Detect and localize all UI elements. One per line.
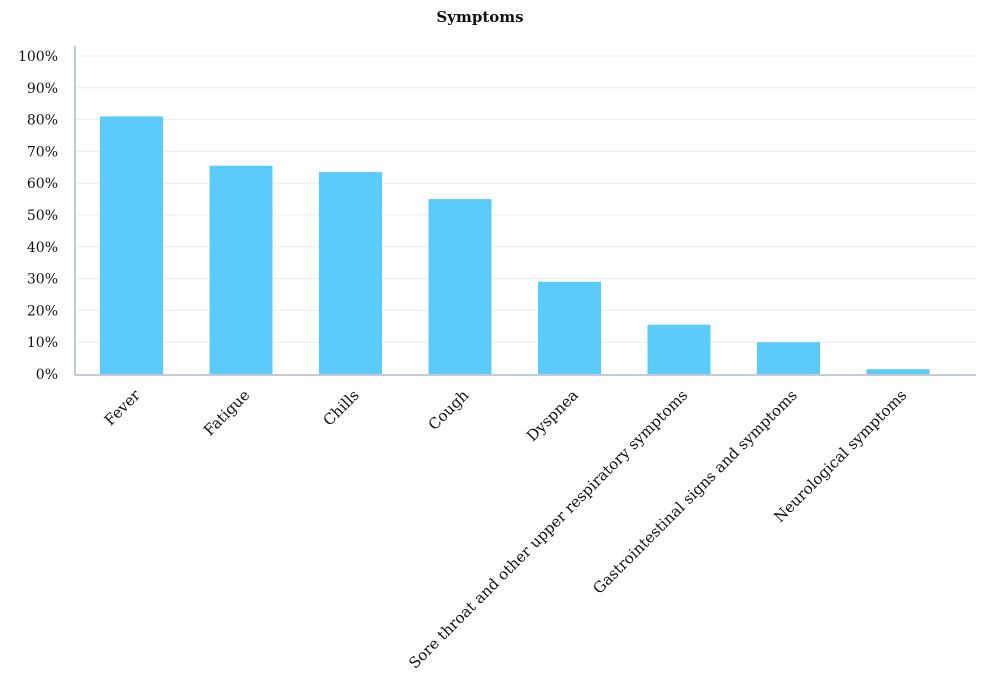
- y-tick-label: 70%: [27, 144, 58, 160]
- bar-3: [428, 199, 492, 374]
- bar-1: [209, 165, 273, 374]
- bar-4: [538, 281, 601, 374]
- x-tick-label: Cough: [425, 386, 473, 434]
- bars: [100, 116, 930, 375]
- bar-6: [757, 342, 820, 374]
- y-tick-label: 10%: [27, 335, 58, 351]
- x-tick-label: Chills: [320, 386, 363, 429]
- y-axis-ticks: 0% 10% 20% 30% 40% 50% 60% 70% 80% 90% 100%: [18, 49, 58, 383]
- y-tick-label: 30%: [27, 272, 58, 288]
- y-tick-label: 0%: [36, 367, 58, 383]
- axes: [74, 46, 976, 376]
- x-tick-label: Gastrointestinal signs and symptoms: [589, 386, 800, 597]
- y-tick-label: 40%: [27, 240, 58, 256]
- y-tick-label: 80%: [27, 113, 58, 129]
- bar-7: [866, 369, 930, 374]
- x-tick-label: Fever: [101, 386, 145, 430]
- y-tick-label: 90%: [27, 81, 58, 97]
- y-tick-label: 100%: [18, 49, 58, 65]
- x-tick-label: Fatigue: [200, 386, 253, 439]
- bar-2: [319, 172, 382, 374]
- x-tick-label: Dyspnea: [523, 386, 582, 445]
- bar-5: [647, 324, 711, 374]
- y-tick-label: 60%: [27, 176, 58, 192]
- y-tick-label: 20%: [27, 303, 58, 319]
- y-tick-label: 50%: [27, 208, 58, 224]
- chart-title: Symptoms: [436, 8, 523, 26]
- bar-0: [100, 116, 163, 375]
